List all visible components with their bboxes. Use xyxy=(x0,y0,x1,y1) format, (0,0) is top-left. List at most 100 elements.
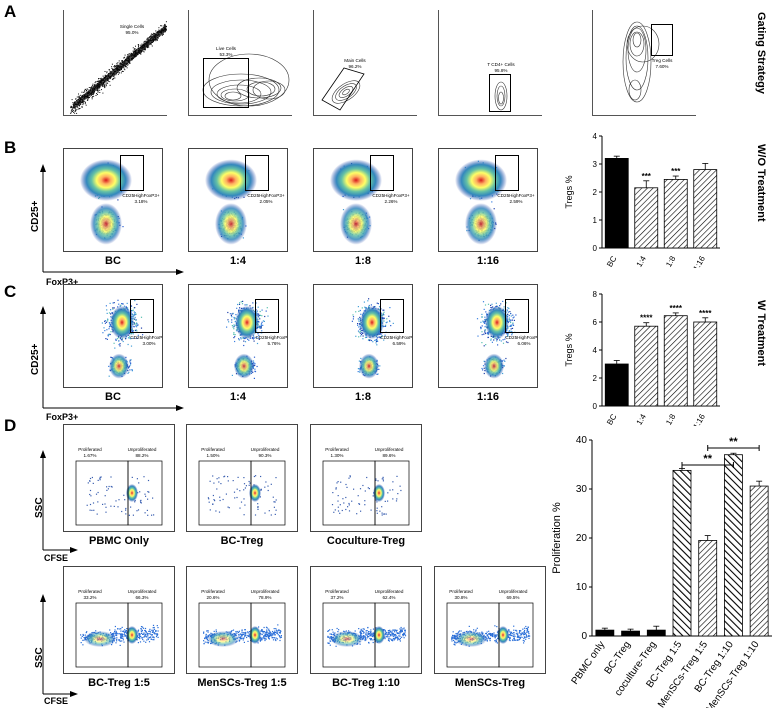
cfse-flow-plot: Proliferated 1.30% Unproliferated 89.6% xyxy=(310,424,422,532)
y-axis-label: Tregs % xyxy=(564,175,574,208)
rowB-flow-plot: CD25HighFoxP3+ 2.26% xyxy=(313,148,413,252)
cd4-cells-value: 95.8% xyxy=(494,68,508,73)
cd4-cells-plot: T CD4+ Cells 95.8% xyxy=(438,10,542,116)
single-cells-scatter xyxy=(70,21,167,114)
proliferated-label: Proliferated xyxy=(78,589,102,594)
sample-label-BC: BC xyxy=(105,391,121,403)
w-treatment-title: W Treatment xyxy=(755,300,767,367)
gate-percentage: 2.05% xyxy=(259,199,273,204)
gate-percentage: 5.76% xyxy=(267,341,281,346)
category-label: BC xyxy=(605,254,618,268)
bar-MenSCs-Treg 1:5 xyxy=(698,540,718,637)
bar-1:4 xyxy=(634,325,659,407)
rowB-flow-plot: CD25HighFoxP3+ 2.05% xyxy=(188,148,288,252)
panel-letter-c: C xyxy=(4,282,17,301)
row-d-bottom-axis-arrows xyxy=(40,594,78,697)
category-label: PBMC only xyxy=(570,639,608,686)
treg-cells-gate xyxy=(651,24,673,56)
cfse-scatter xyxy=(75,460,163,526)
cfse-flow-plot: Proliferated 1.50% Unproliferated 90.3% xyxy=(186,424,298,532)
gate-label: CD25HighFoxP3+ xyxy=(372,193,410,198)
cfse-scatter xyxy=(198,602,286,668)
unproliferated-value: 88.2% xyxy=(135,453,149,458)
gate-label: CD25HighFoxP3+ xyxy=(505,335,538,340)
cfse-flow-plot: Proliferated 37.2% Unproliferated 62.4% xyxy=(310,566,422,674)
bar-coculture-Treg xyxy=(646,629,666,637)
bar-BC xyxy=(604,363,629,407)
category-label: BC xyxy=(605,412,618,426)
unproliferated-value: 69.5% xyxy=(506,595,520,600)
y-tick-label: 0 xyxy=(593,244,598,253)
rowC-flow-plot: CD25HighFoxP3+3.00% xyxy=(63,284,163,388)
rowB-flow-plot: CD25HighFoxP3+ 3.18% xyxy=(63,148,163,252)
bar-MenSCs-Treg 1:10 xyxy=(749,485,769,637)
y-tick-label: 1 xyxy=(593,216,598,225)
proliferated-value: 30.8% xyxy=(454,595,468,600)
treg-cells-contour xyxy=(622,21,660,103)
proliferated-value: 1.30% xyxy=(330,453,344,458)
panel-letter-d: D xyxy=(4,416,17,435)
y-axis-label: Proliferation % xyxy=(551,502,563,574)
row-d-top-axis-arrows xyxy=(40,450,78,553)
y-tick-label: 8 xyxy=(593,290,598,299)
rowC-flow-plot: CD25HighFoxP3+6.06% xyxy=(438,284,538,388)
bar-BC-Treg 1:10 xyxy=(724,454,743,637)
density-scatter xyxy=(330,159,382,245)
row-c-x-axis: FoxP3+ xyxy=(46,412,79,422)
cfse-flow-plot: Proliferated 33.2% Unproliferated 66.3% xyxy=(63,566,175,674)
treg-cells-plot: Treg Cells 7.60% xyxy=(592,10,696,116)
gate-percentage: 2.59% xyxy=(509,199,523,204)
y-tick-label: 40 xyxy=(576,435,588,446)
gate-label: CD25HighFoxP3+ xyxy=(122,193,160,198)
cfse-sample-label: MenSCs-Treg xyxy=(454,677,526,689)
wo-treatment-title: W/O Treatment xyxy=(755,144,767,222)
gate-label: CD25HighFoxP3+ xyxy=(247,193,285,198)
unproliferated-label: Unproliferated xyxy=(498,589,528,594)
cfse-flow-plot: Proliferated 1.67% Unproliferated 88.2% xyxy=(63,424,175,532)
significance-marker: *** xyxy=(642,172,652,181)
sample-label-1-16: 1:16 xyxy=(476,391,500,403)
category-label: 1:8 xyxy=(664,254,678,268)
live-cells-plot: Live Cells 53.3% xyxy=(188,10,292,116)
gate-percentage: 3.18% xyxy=(134,199,148,204)
y-tick-label: 2 xyxy=(593,188,598,197)
cfse-flow-plot: Proliferated 20.6% Unproliferated 78.9% xyxy=(186,566,298,674)
main-cells-label: Main Cells xyxy=(344,58,366,63)
cfse-flow-plot: Proliferated 30.8% Unproliferated 69.5% xyxy=(434,566,546,674)
gate-percentage: 6.59% xyxy=(392,341,406,346)
bar-BC-Treg xyxy=(621,630,640,637)
y-tick-label: 2 xyxy=(593,374,598,383)
row-b-x-axis: FoxP3+ xyxy=(46,277,79,287)
cd25high-foxp3-gate xyxy=(495,155,519,191)
y-tick-label: 0 xyxy=(593,402,598,411)
unproliferated-value: 66.3% xyxy=(135,595,149,600)
gate-percentage: 3.00% xyxy=(142,341,156,346)
gating-strategy-title: Gating Strategy xyxy=(755,12,767,94)
y-tick-label: 20 xyxy=(576,533,588,544)
proliferated-label: Proliferated xyxy=(325,589,349,594)
cd25high-foxp3-gate xyxy=(120,155,144,191)
cd25high-foxp3-gate xyxy=(245,155,269,191)
unproliferated-label: Unproliferated xyxy=(127,589,157,594)
cfse-sample-label: PBMC Only xyxy=(89,535,149,547)
density-scatter xyxy=(351,298,394,379)
cfse-sample-label: Coculture-Treg xyxy=(326,535,406,547)
proliferated-value: 1.67% xyxy=(83,453,97,458)
y-tick-label: 0 xyxy=(581,631,587,642)
bar-1:16 xyxy=(693,169,718,249)
cfse-scatter xyxy=(446,602,534,668)
bar-PBMC only xyxy=(595,629,615,637)
cfse-sample-label: BC-Treg 1:10 xyxy=(332,677,400,689)
gate-percentage: 6.06% xyxy=(517,341,531,346)
cd4-cells-gate xyxy=(489,74,511,112)
panel-letter-a: A xyxy=(4,2,17,21)
category-label: 1:4 xyxy=(635,254,649,268)
single-cells-value: 95.0% xyxy=(125,30,139,35)
bar-1:8 xyxy=(663,315,688,407)
proliferated-value: 37.2% xyxy=(330,595,344,600)
main-cells-plot: Main Cells 96.2% xyxy=(313,10,417,116)
unproliferated-label: Unproliferated xyxy=(250,589,280,594)
bar-BC-Treg 1:5 xyxy=(672,469,692,637)
significance-marker: **** xyxy=(640,314,653,323)
